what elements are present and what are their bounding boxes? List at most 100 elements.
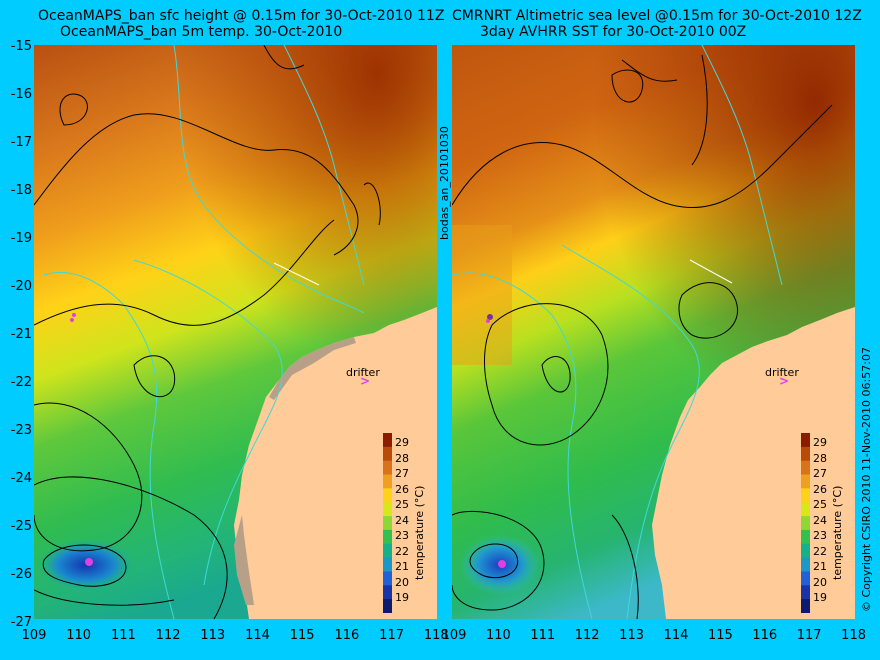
y-axis-tick-label: -27 bbox=[10, 615, 32, 630]
left-colorbar-tick: 27 bbox=[395, 467, 409, 480]
y-axis-tick-label: -26 bbox=[10, 567, 32, 582]
left-map-panel bbox=[34, 45, 437, 619]
left-map-svg bbox=[34, 45, 437, 619]
left-colorbar-swatch bbox=[383, 543, 392, 559]
left-x-axis-tick-label: 118 bbox=[423, 628, 449, 643]
left-colorbar-swatch bbox=[383, 557, 392, 572]
right-x-axis-tick-label: 109 bbox=[441, 628, 467, 643]
right-colorbar-swatch bbox=[801, 488, 810, 503]
right-title-line2: 3day AVHRR SST for 30-Oct-2010 00Z bbox=[480, 24, 747, 40]
left-colorbar-tick: 19 bbox=[395, 591, 409, 604]
left-colorbar-swatch bbox=[383, 585, 392, 600]
y-axis-tick-label: -22 bbox=[10, 375, 32, 390]
right-drifter-label: drifter bbox=[765, 366, 799, 379]
right-colorbar-tick: 23 bbox=[813, 529, 827, 542]
right-x-axis-tick-label: 111 bbox=[530, 628, 556, 643]
right-colorbar-swatch bbox=[801, 502, 810, 517]
right-colorbar-tick: 25 bbox=[813, 498, 827, 511]
left-colorbar bbox=[383, 433, 392, 614]
right-title-line1: CMRNRT Altimetric sea level @0.15m for 3… bbox=[452, 8, 862, 24]
left-colorbar-tick: 20 bbox=[395, 575, 409, 589]
left-colorbar-swatch bbox=[383, 433, 392, 448]
left-colorbar-swatch bbox=[383, 571, 392, 586]
right-x-axis-tick-label: 110 bbox=[485, 628, 511, 643]
right-map-svg bbox=[452, 45, 855, 619]
left-x-axis-tick-label: 115 bbox=[289, 628, 315, 643]
right-colorbar-title: temperature (°C) bbox=[831, 485, 844, 580]
y-axis-tick-label: -23 bbox=[10, 423, 32, 438]
right-colorbar-swatch bbox=[801, 474, 810, 489]
left-colorbar-tick: 26 bbox=[395, 482, 409, 496]
left-colorbar-swatch bbox=[383, 446, 392, 462]
right-colorbar-swatch bbox=[801, 571, 810, 586]
left-colorbar-tick: 21 bbox=[395, 560, 409, 573]
y-axis-tick-label: -17 bbox=[10, 135, 32, 150]
right-colorbar-tick: 21 bbox=[813, 560, 827, 573]
left-colorbar-swatch bbox=[383, 516, 392, 531]
left-x-axis-tick-label: 116 bbox=[334, 628, 360, 643]
right-drifter-marker: > bbox=[779, 374, 790, 388]
right-colorbar-tick: 27 bbox=[813, 467, 827, 480]
right-colorbar-swatch bbox=[801, 516, 810, 531]
left-colorbar-swatch bbox=[383, 599, 392, 614]
right-colorbar bbox=[801, 433, 810, 614]
right-x-axis-tick-label: 115 bbox=[707, 628, 733, 643]
right-colorbar-swatch bbox=[801, 529, 810, 545]
y-axis-tick-label: -19 bbox=[10, 231, 32, 246]
right-colorbar-tick: 24 bbox=[813, 513, 827, 527]
left-colorbar-tick: 24 bbox=[395, 513, 409, 527]
left-title-line1: OceanMAPS_ban sfc height @ 0.15m for 30-… bbox=[38, 8, 445, 24]
right-colorbar-swatch bbox=[801, 543, 810, 559]
right-colorbar-tick: 22 bbox=[813, 544, 827, 558]
right-x-axis-tick-label: 112 bbox=[574, 628, 600, 643]
right-colorbar-tick: 20 bbox=[813, 575, 827, 589]
left-x-axis-tick-label: 111 bbox=[110, 628, 136, 643]
left-x-axis-tick-label: 110 bbox=[66, 628, 92, 643]
right-x-axis-tick-label: 118 bbox=[841, 628, 866, 643]
left-colorbar-swatch bbox=[383, 529, 392, 545]
left-colorbar-tick: 22 bbox=[395, 544, 409, 558]
left-colorbar-title: temperature (°C) bbox=[413, 485, 426, 580]
left-x-axis-tick-label: 113 bbox=[200, 628, 226, 643]
left-colorbar-tick: 23 bbox=[395, 529, 409, 542]
right-colorbar-tick: 26 bbox=[813, 482, 827, 496]
right-map-panel bbox=[452, 45, 855, 619]
left-colorbar-swatch bbox=[383, 488, 392, 503]
y-axis-tick-label: -15 bbox=[10, 39, 32, 54]
y-axis-tick-label: -18 bbox=[10, 183, 32, 198]
left-colorbar-tick: 25 bbox=[395, 498, 409, 511]
right-colorbar-swatch bbox=[801, 585, 810, 600]
right-x-axis-tick-label: 117 bbox=[796, 628, 822, 643]
left-title-line2: OceanMAPS_ban 5m temp. 30-Oct-2010 bbox=[60, 24, 343, 40]
right-colorbar-svg bbox=[801, 433, 810, 614]
right-colorbar-swatch bbox=[801, 557, 810, 572]
y-axis-tick-label: -20 bbox=[10, 279, 32, 294]
analysis-id-label: bodas_an_20101030 bbox=[438, 126, 451, 240]
right-colorbar-tick: 28 bbox=[813, 451, 827, 465]
right-colorbar-tick: 19 bbox=[813, 591, 827, 604]
left-drifter-label: drifter bbox=[346, 366, 380, 379]
right-colorbar-swatch bbox=[801, 599, 810, 614]
left-x-axis-tick-label: 109 bbox=[21, 628, 47, 643]
left-colorbar-swatch bbox=[383, 502, 392, 517]
y-axis-tick-label: -21 bbox=[10, 327, 32, 342]
left-colorbar-tick: 28 bbox=[395, 451, 409, 465]
copyright-label: © Copyright CSIRO 2010 11-Nov-2010 06:57… bbox=[860, 347, 873, 612]
left-drifter-marker: > bbox=[360, 374, 371, 388]
left-colorbar-svg bbox=[383, 433, 392, 614]
right-colorbar-tick: 29 bbox=[813, 436, 827, 449]
right-x-axis-tick-label: 113 bbox=[619, 628, 644, 643]
left-colorbar-tick: 29 bbox=[395, 436, 409, 449]
left-colorbar-swatch bbox=[383, 474, 392, 489]
y-axis-tick-label: -25 bbox=[10, 519, 32, 534]
left-colorbar-swatch bbox=[383, 460, 392, 476]
right-colorbar-swatch bbox=[801, 446, 810, 462]
right-colorbar-swatch bbox=[801, 433, 810, 448]
y-axis-tick-label: -16 bbox=[10, 87, 32, 102]
left-x-axis-tick-label: 114 bbox=[245, 628, 270, 643]
right-x-axis-tick-label: 116 bbox=[752, 628, 778, 643]
left-x-axis-tick-label: 112 bbox=[155, 628, 181, 643]
left-x-axis-tick-label: 117 bbox=[379, 628, 404, 643]
right-colorbar-swatch bbox=[801, 460, 810, 476]
